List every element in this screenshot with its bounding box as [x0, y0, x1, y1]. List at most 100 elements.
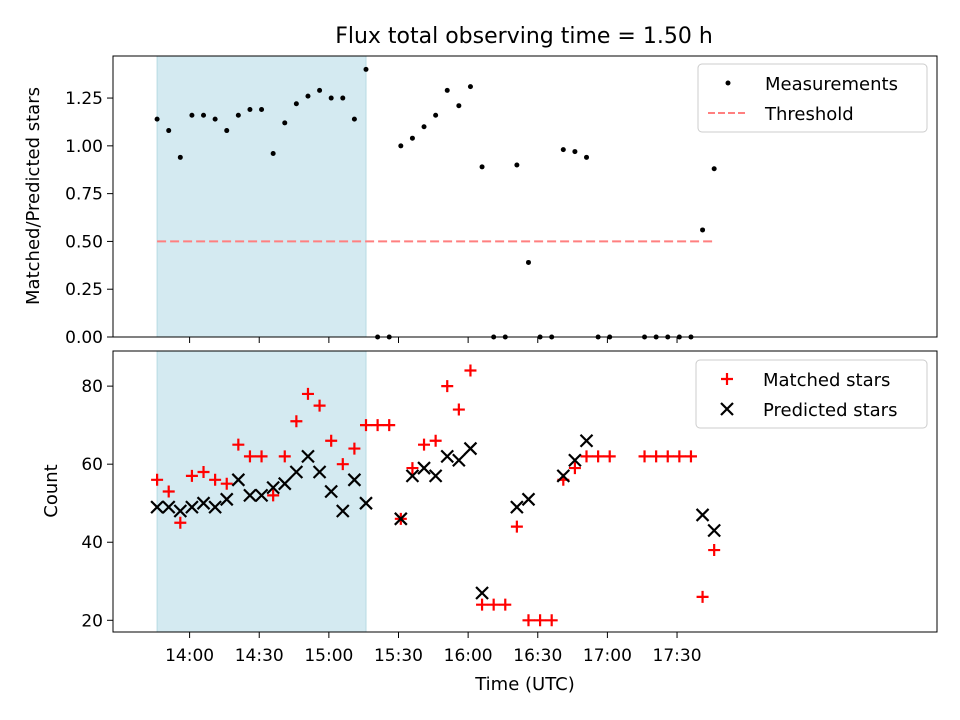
measurement-point [351, 116, 357, 122]
measurement-point [177, 154, 183, 160]
legend-predicted-marker [720, 402, 734, 416]
measurement-point [456, 103, 462, 109]
matched-stars-point [278, 450, 291, 463]
measurement-point [398, 143, 404, 149]
top-shaded-interval [156, 55, 367, 338]
matched-stars-point [684, 450, 697, 463]
predicted-stars-point [324, 484, 338, 499]
predicted-stars-point [463, 441, 478, 456]
matched-stars-point [406, 462, 419, 475]
matched-stars-point [162, 485, 175, 498]
legend-matched-label: Matched stars [763, 370, 890, 391]
predicted-stars-point [556, 469, 571, 483]
measurement-point [700, 227, 706, 233]
matched-stars-point [209, 473, 222, 486]
predicted-stars-point [707, 523, 721, 538]
top-y-tick-label: 0.75 [65, 185, 103, 205]
matched-stars-point [464, 364, 477, 377]
measurement-point [479, 164, 485, 170]
predicted-stars-point [510, 500, 524, 514]
matched-stars-point [290, 415, 303, 428]
measurement-point [514, 162, 520, 168]
matched-stars-point [580, 450, 593, 463]
matched-stars-point [592, 450, 605, 463]
predicted-stars-point [254, 488, 269, 503]
predicted-stars-point [185, 500, 199, 514]
matched-stars-point [534, 614, 547, 627]
measurement-point [154, 116, 160, 122]
measurement-point [212, 116, 218, 122]
matched-stars-point [301, 387, 314, 400]
legend-measurements-marker [725, 80, 731, 86]
predicted-stars-point [405, 469, 420, 483]
predicted-stars-point [150, 500, 164, 514]
matched-stars-point [638, 450, 651, 463]
legend-threshold-label: Threshold [764, 104, 854, 125]
matched-stars-point [348, 442, 361, 455]
matched-stars-point [499, 598, 512, 611]
chart-title: Flux total observing time = 1.50 h [335, 24, 713, 49]
predicted-stars-point [428, 469, 443, 483]
bottom-legend: Matched stars Predicted stars [695, 359, 928, 429]
bottom-y-tick-label: 40 [81, 533, 103, 553]
matched-stars-point [673, 450, 686, 463]
legend-predicted-label: Predicted stars [763, 400, 897, 421]
matched-stars-point [174, 516, 187, 529]
matched-stars-point [197, 465, 210, 478]
matched-stars-point [220, 477, 233, 490]
matched-stars-point [325, 434, 338, 447]
measurement-point [328, 95, 334, 101]
measurement-point [235, 112, 241, 118]
predicted-stars-point [312, 465, 327, 479]
bottom-plot-frame [112, 350, 938, 633]
measurement-point [305, 93, 311, 99]
bottom-y-tick-label: 60 [81, 455, 103, 475]
top-y-tick-label: 1.25 [65, 89, 103, 109]
measurement-point [409, 135, 415, 141]
measurement-point [560, 147, 566, 153]
matched-stars-point [418, 438, 431, 451]
bottom-panel: 20 40 60 80 14:00 14:30 15:00 15:30 16:00 16:30 1… [41, 350, 938, 695]
measurement-point [293, 101, 299, 107]
predicted-stars-point [196, 496, 211, 510]
legend-measurements-label: Measurements [765, 74, 898, 95]
matched-stars-point [313, 399, 326, 412]
top-y-axis-label: Matched/Predicted stars [23, 87, 44, 305]
matched-stars-point [568, 462, 581, 475]
top-y-tick-label: 0.25 [65, 280, 103, 300]
measurement-point [189, 112, 195, 118]
bottom-y-tick-label: 80 [81, 377, 103, 397]
predicted-stars-point [289, 465, 304, 479]
matched-stars-point [696, 590, 709, 603]
predicted-stars-point [475, 586, 489, 600]
matched-stars-point [371, 419, 384, 432]
measurement-point [282, 120, 288, 126]
predicted-stars-point [243, 488, 257, 503]
measurement-point [711, 166, 717, 172]
top-panel: 0.00 0.25 0.50 0.75 1.00 1.25 Matched/Predict… [23, 55, 938, 348]
measurement-point [166, 128, 172, 134]
predicted-stars-point [695, 508, 710, 522]
measurement-point [201, 112, 207, 118]
measurement-point [421, 124, 427, 130]
bottom-y-axis-label: Count [41, 464, 62, 517]
predicted-stars-point [440, 449, 455, 464]
predicted-stars-point [219, 492, 234, 507]
bottom-shaded-interval [156, 350, 367, 633]
x-tick-label: 14:00 [165, 646, 214, 666]
top-plot-frame [112, 55, 938, 338]
predicted-stars-point [173, 504, 188, 518]
predicted-stars-point [161, 500, 176, 514]
top-y-tick-label: 1.00 [65, 137, 103, 157]
x-axis-label: Time (UTC) [474, 674, 575, 695]
measurement-point [270, 150, 276, 156]
x-tick-label: 16:30 [513, 646, 562, 666]
matched-stars-point [441, 380, 454, 393]
measurement-point [340, 95, 346, 101]
matched-stars-point [476, 598, 489, 611]
matched-stars-point [185, 469, 198, 482]
matched-stars-point [487, 598, 500, 611]
x-tick-label: 17:00 [583, 646, 632, 666]
x-tick-label: 15:30 [374, 646, 423, 666]
